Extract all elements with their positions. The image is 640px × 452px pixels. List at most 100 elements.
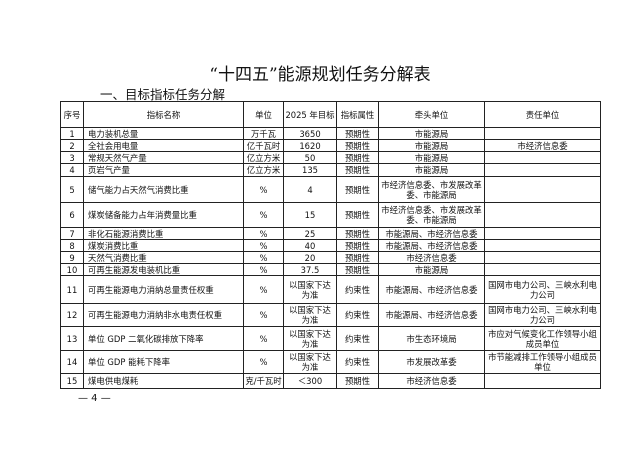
cell-lead: 市能源局、市经济信息委 — [378, 239, 485, 252]
cell-responsible — [484, 227, 601, 240]
indicator-table: 序号 指标名称 单位 2025 年目标 指标属性 牵头单位 责任单位 1 电力装机总量 万千瓦 3… — [60, 101, 601, 389]
table-row: 13 单位 GDP 二氧化碳排放下降率% 以国家下达为准 约束性 市生态环境局 市应对气候… — [60, 326, 601, 351]
cell-unit: % — [243, 275, 284, 304]
cell-no: 10 — [60, 263, 84, 276]
cell-attribute: 预期性 — [336, 127, 379, 140]
cell-attribute: 预期性 — [336, 163, 379, 177]
cell-no: 7 — [60, 227, 84, 240]
indicator-name: 全社会用电量 — [83, 139, 244, 152]
cell-responsible: 市经济信息委 — [484, 139, 601, 152]
table-row: 15 煤电供电煤耗 克/千瓦时 ＜300 预期性 市经济信息委 — [60, 373, 601, 389]
cell-no: 6 — [60, 202, 84, 228]
indicator-name: 可再生能源发电装机比重 — [83, 263, 244, 276]
cell-target: 25 — [283, 227, 337, 240]
cell-no: 13 — [60, 326, 84, 351]
cell-unit: % — [243, 263, 284, 276]
cell-responsible: 市节能减排工作领导小组成员单位 — [484, 350, 601, 374]
table-row: 6 煤炭储备能力占年消费量比重% 15 预期性 市经济信息委、市发展改革委、市能源局 — [60, 202, 601, 228]
cell-lead: 市经济信息委、市发展改革委、市能源局 — [378, 176, 485, 203]
table-body: 1 电力装机总量 万千瓦 3650 预期性 市能源局 2 全社会用电量 亿千瓦时 1620 预期性市… — [60, 127, 601, 389]
cell-attribute: 预期性 — [336, 239, 379, 252]
indicator-name: 天然气消费比重 — [83, 251, 244, 264]
cell-unit: % — [243, 227, 284, 240]
title: “十四五”能源规划任务分解表 — [209, 65, 431, 85]
cell-unit: 亿千瓦时 — [243, 139, 284, 152]
table-row: 1 电力装机总量 万千瓦 3650 预期性 市能源局 — [60, 127, 601, 140]
cell-attribute: 预期性 — [336, 176, 379, 203]
cell-no: 5 — [60, 176, 84, 203]
cell-responsible — [484, 263, 601, 276]
indicator-name: 煤炭消费比重 — [83, 239, 244, 252]
cell-lead: 市经济信息委、市发展改革委、市能源局 — [378, 202, 485, 228]
cell-target: 15 — [283, 202, 337, 228]
cell-attribute: 约束性 — [336, 275, 379, 304]
cell-attribute: 预期性 — [336, 202, 379, 228]
cell-target: 37.5 — [283, 263, 337, 276]
indicator-name: 电力装机总量 — [83, 127, 244, 140]
indicator-name: 非化石能源消费比重 — [83, 227, 244, 240]
cell-responsible — [484, 251, 601, 264]
cell-target: 20 — [283, 251, 337, 264]
indicator-name: 可再生能源电力消纳非水电责任权重 — [83, 303, 244, 327]
indicator-name: 页岩气产量 — [83, 163, 244, 177]
table-row: 7 非化石能源消费比重% 25 预期性 市能源局、市经济信息委 — [60, 227, 601, 240]
column-header: 指标名称 — [83, 101, 244, 128]
indicator-name: 煤电供电煤耗 — [83, 373, 244, 389]
cell-no: 11 — [60, 275, 84, 304]
cell-target: 以国家下达为准 — [283, 350, 337, 374]
cell-attribute: 预期性 — [336, 227, 379, 240]
cell-target: 1620 — [283, 139, 337, 152]
column-header: 2025 年目标 — [283, 101, 337, 128]
cell-attribute: 预期性 — [336, 263, 379, 276]
cell-responsible — [484, 373, 601, 389]
cell-no: 2 — [60, 139, 84, 152]
cell-unit: % — [243, 303, 284, 327]
table-row: 5 储气能力占天然气消费比重% 4 预期性 市经济信息委、市发展改革委、市能源局 — [60, 176, 601, 203]
cell-lead: 市能源局、市经济信息委 — [378, 303, 485, 327]
cell-lead: 市能源局、市经济信息委 — [378, 275, 485, 304]
cell-no: 15 — [60, 373, 84, 389]
header-row: 序号 指标名称 单位 2025 年目标 指标属性 牵头单位 责任单位 — [60, 101, 601, 128]
cell-responsible: 国网市电力公司、三峡水利电力公司 — [484, 275, 601, 304]
cell-lead: 市能源局 — [378, 139, 485, 152]
cell-attribute: 预期性 — [336, 251, 379, 264]
table-row: 14 单位 GDP 能耗下降率% 以国家下达为准 约束性 市发展改革委 市节能减排工作领导… — [60, 350, 601, 374]
column-header: 序号 — [60, 101, 84, 128]
cell-lead: 市经济信息委 — [378, 373, 485, 389]
table-row: 11 可再生能源电力消纳总量责任权重% 以国家下达为准 约束性 市能源局、市经济信息委国… — [60, 275, 601, 304]
cell-no: 4 — [60, 163, 84, 177]
cell-unit: 克/千瓦时 — [243, 373, 284, 389]
indicator-name: 可再生能源电力消纳总量责任权重 — [83, 275, 244, 304]
indicator-name: 煤炭储备能力占年消费量比重 — [83, 202, 244, 228]
cell-no: 8 — [60, 239, 84, 252]
cell-responsible: 市应对气候变化工作领导小组成员单位 — [484, 326, 601, 351]
cell-attribute: 预期性 — [336, 139, 379, 152]
cell-no: 12 — [60, 303, 84, 327]
column-header: 单位 — [243, 101, 284, 128]
cell-unit: % — [243, 350, 284, 374]
indicator-name: 单位 GDP 二氧化碳排放下降率 — [83, 326, 244, 351]
cell-unit: 亿立方米 — [243, 163, 284, 177]
cell-no: 9 — [60, 251, 84, 264]
table-row: 12 可再生能源电力消纳非水电责任权重% 以国家下达为准 约束性 市能源局、市经济信息委… — [60, 303, 601, 327]
cell-unit: % — [243, 251, 284, 264]
table-row: 3 常规天然气产量 亿立方米 50 预期性 市能源局 — [60, 151, 601, 164]
cell-attribute: 约束性 — [336, 303, 379, 327]
cell-lead: 市能源局 — [378, 151, 485, 164]
column-header: 指标属性 — [336, 101, 379, 128]
table-row: 9 天然气消费比重% 20 预期性 市经济信息委 — [60, 251, 601, 264]
cell-responsible — [484, 202, 601, 228]
cell-unit: % — [243, 239, 284, 252]
cell-lead: 市经济信息委 — [378, 251, 485, 264]
cell-unit: 万千瓦 — [243, 127, 284, 140]
cell-unit: % — [243, 202, 284, 228]
cell-lead: 市生态环境局 — [378, 326, 485, 351]
cell-attribute: 预期性 — [336, 373, 379, 389]
cell-lead: 市发展改革委 — [378, 350, 485, 374]
cell-lead: 市能源局 — [378, 127, 485, 140]
table-row: 10 可再生能源发电装机比重% 37.5 预期性 市能源局 — [60, 263, 601, 276]
cell-attribute: 约束性 — [336, 326, 379, 351]
cell-attribute: 约束性 — [336, 350, 379, 374]
cell-responsible — [484, 176, 601, 203]
